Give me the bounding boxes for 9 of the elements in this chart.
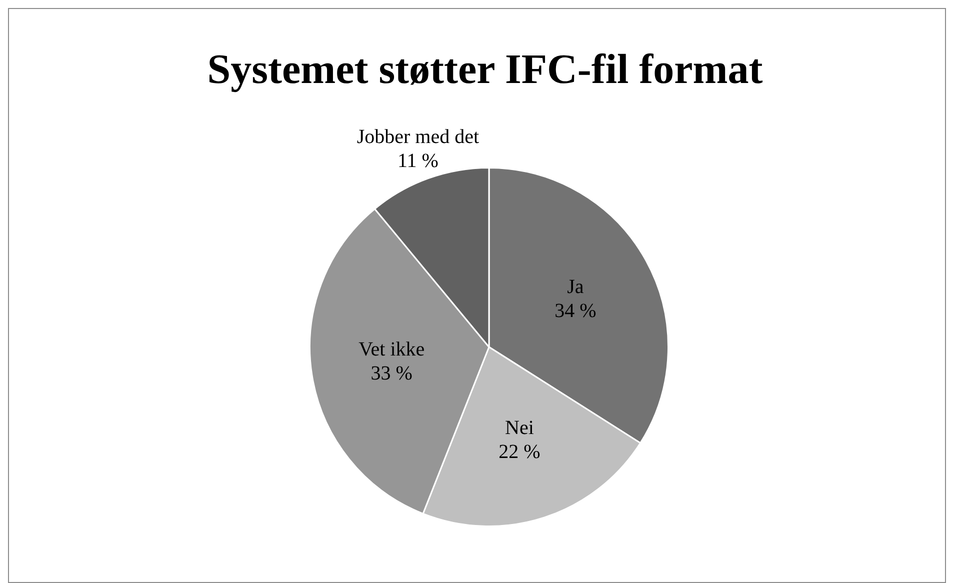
slice-label: Vet ikke — [358, 338, 425, 361]
slice-label: Ja — [567, 276, 584, 298]
data-label: 11 % — [398, 150, 438, 172]
slice-label: Jobber med det — [356, 126, 480, 148]
chart-title: Systemet støtter IFC-fil format — [207, 47, 763, 93]
data-label: 33 % — [370, 362, 412, 385]
data-label: 22 % — [498, 441, 540, 464]
slice-label: Nei — [505, 417, 534, 440]
data-label: 34 % — [554, 300, 596, 322]
